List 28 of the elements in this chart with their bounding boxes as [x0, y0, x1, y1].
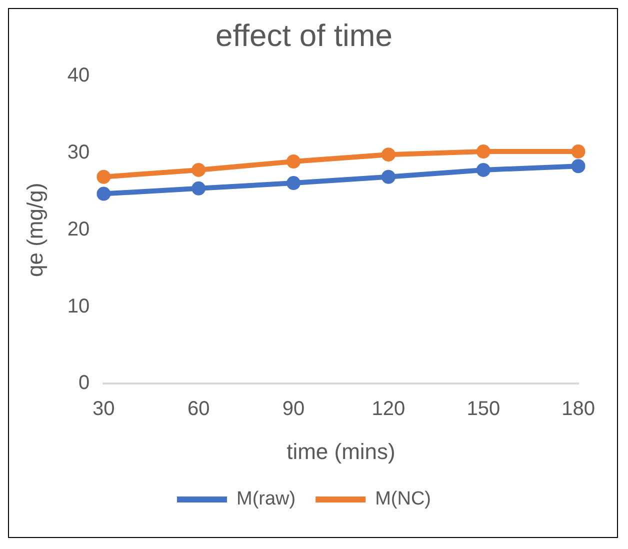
x-tick-label: 30	[92, 398, 115, 420]
x-tick-label: 90	[282, 398, 305, 420]
x-tick-label: 150	[466, 398, 500, 420]
point	[286, 176, 301, 190]
legend-label: M(NC)	[375, 488, 432, 510]
point	[381, 170, 396, 184]
point	[192, 181, 206, 196]
point	[192, 162, 206, 177]
x-tick-label: 120	[372, 398, 406, 420]
y-tick-label: 20	[67, 218, 90, 240]
x-tick-label: 60	[187, 398, 210, 420]
y-axis-title: qe (mg/g)	[22, 182, 48, 277]
point	[476, 162, 490, 177]
point	[476, 144, 490, 159]
chart-title: effect of time	[216, 18, 392, 54]
point	[571, 144, 586, 159]
y-tick-label: 10	[67, 295, 90, 318]
point	[96, 186, 111, 201]
point	[381, 148, 396, 162]
x-tick-label: 180	[562, 398, 596, 420]
x-axis-title: time (mins)	[286, 438, 396, 464]
y-tick-label: 0	[78, 372, 90, 394]
point	[286, 154, 301, 169]
y-tick-label: 30	[67, 142, 90, 164]
point	[96, 170, 111, 184]
y-tick-label: 40	[67, 64, 90, 87]
point	[571, 159, 586, 174]
legend-label: M(raw)	[236, 488, 296, 510]
